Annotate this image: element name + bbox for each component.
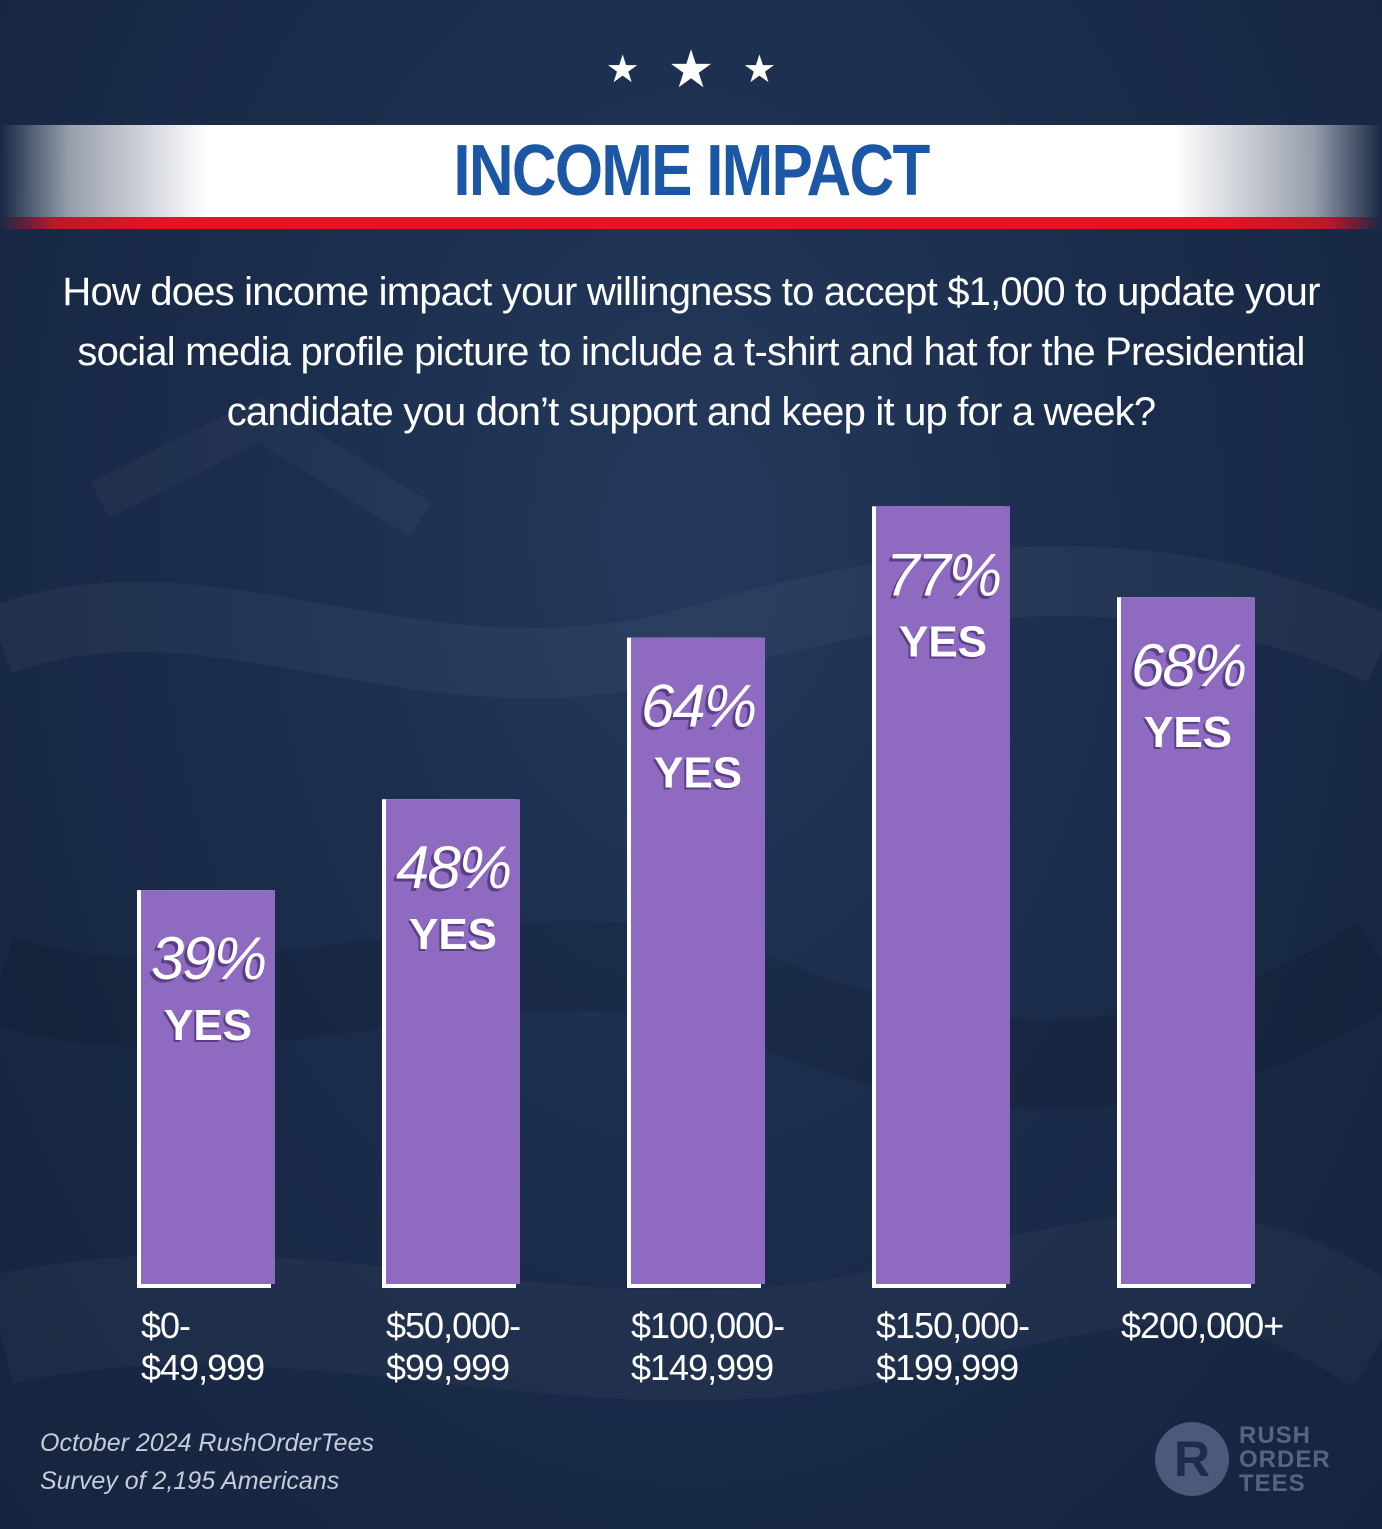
x-tick-label: $50,000- (386, 1305, 520, 1346)
bar-sublabel-shadow: YES (162, 1003, 250, 1052)
x-tick-label: $150,000- (876, 1305, 1029, 1346)
bar-value-label-shadow: 77% (883, 544, 997, 611)
x-tick-label: $99,999 (386, 1347, 509, 1388)
bar-sublabel-shadow: YES (652, 751, 740, 800)
star-icon: ★ (605, 49, 640, 91)
bar (876, 506, 1010, 1284)
bar-sublabel-shadow: YES (897, 619, 985, 668)
x-tick-label: $0- (141, 1305, 190, 1346)
x-tick-label: $49,999 (141, 1347, 264, 1388)
title-banner-stripe (0, 217, 1382, 229)
title-banner (0, 125, 1382, 217)
x-tick-label: $100,000- (631, 1305, 784, 1346)
x-tick-label: $149,999 (631, 1347, 773, 1388)
bar-value-label: 48% (396, 834, 510, 901)
bar-value-label-shadow: 39% (148, 928, 262, 995)
source-line-1: October 2024 RushOrderTees (40, 1429, 374, 1457)
x-tick-label: $200,000+ (1121, 1305, 1283, 1346)
logo-wordmark: RUSH ORDER TEES (1239, 1424, 1331, 1496)
bar-value-label: 68% (1131, 632, 1245, 699)
bar-sublabel-shadow: YES (1142, 710, 1230, 759)
star-icon: ★ (667, 41, 715, 99)
bar (1121, 597, 1255, 1284)
x-tick-label: $199,999 (876, 1347, 1018, 1388)
bar-sublabel: YES (899, 617, 987, 666)
logo-word-2: ORDER (1239, 1446, 1331, 1473)
bar-sublabel: YES (409, 910, 497, 959)
logo-word-3: TEES (1239, 1470, 1306, 1497)
bar-sublabel: YES (164, 1001, 252, 1050)
brand-logo: R RUSH ORDER TEES (1155, 1422, 1345, 1496)
bar (631, 637, 765, 1284)
source-note: October 2024 RushOrderTees Survey of 2,1… (40, 1424, 374, 1500)
page-title: INCOME IMPACT (453, 131, 930, 211)
star-icon: ★ (742, 49, 777, 91)
bar (141, 890, 275, 1284)
bar-value-label-shadow: 48% (393, 837, 507, 904)
bar-value-label: 77% (886, 541, 1000, 608)
bar-sublabel: YES (1144, 708, 1232, 757)
header-stars: ★ ★ ★ (0, 44, 1382, 96)
source-line-2: Survey of 2,195 Americans (40, 1467, 340, 1495)
bar-value-label-shadow: 68% (1128, 635, 1242, 702)
bar-value-label: 64% (641, 673, 755, 740)
bar (386, 799, 520, 1284)
logo-mark-icon: R (1155, 1422, 1229, 1496)
bar-value-label-shadow: 64% (638, 676, 752, 743)
survey-question: How does income impact your willingness … (62, 270, 1320, 434)
bar-sublabel: YES (654, 749, 742, 798)
logo-word-1: RUSH (1239, 1422, 1312, 1449)
bar-sublabel-shadow: YES (407, 912, 495, 961)
bar-value-label: 39% (151, 925, 265, 992)
